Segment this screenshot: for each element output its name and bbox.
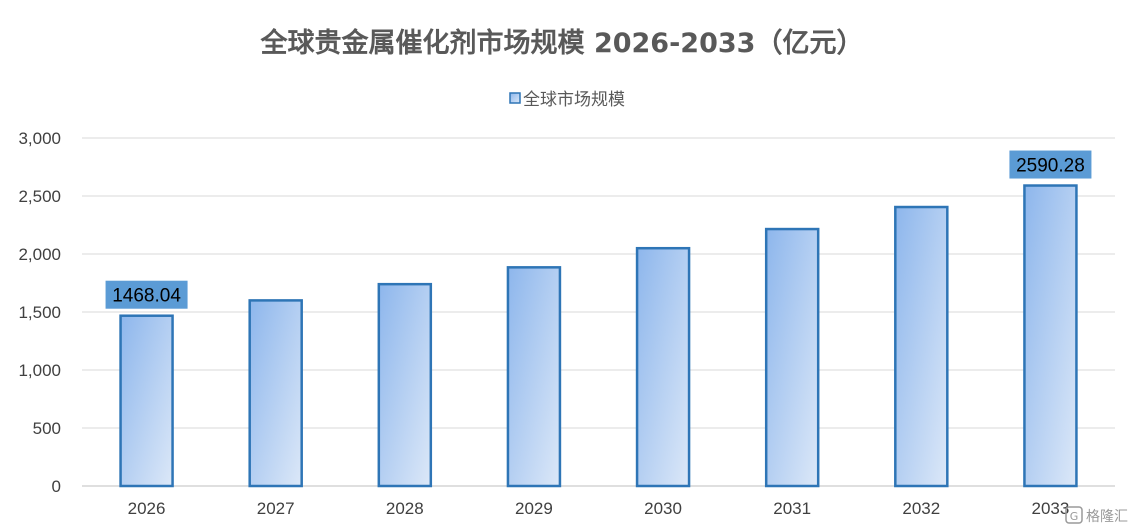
x-tick-label: 2031: [773, 499, 811, 518]
watermark-text: 格隆汇: [1086, 509, 1128, 525]
x-tick-label: 2028: [386, 499, 424, 518]
bar: [1023, 184, 1078, 488]
x-tick-label: 2033: [1032, 499, 1070, 518]
data-labels: 1468.04 2590.28: [105, 150, 1092, 309]
x-axis-ticks: 2026 2027 2028 2029 2030 2031 2032 2033: [128, 499, 1070, 518]
data-label-box: [105, 280, 188, 309]
x-tick-label: 2030: [644, 499, 682, 518]
chart-title: 全球贵金属催化剂市场规模 2026-2033（亿元）: [260, 27, 864, 59]
x-tick-label: 2027: [257, 499, 295, 518]
bars: [119, 184, 1078, 488]
y-tick-label: 2,000: [18, 245, 61, 264]
bar: [764, 227, 820, 488]
bar: [248, 299, 303, 488]
data-label: 1468.04: [112, 286, 181, 307]
bar: [377, 282, 433, 488]
y-tick-label: 1,500: [18, 303, 61, 322]
y-tick-label: 1,000: [18, 361, 61, 380]
data-label: 2590.28: [1016, 156, 1085, 177]
svg-text:G: G: [1070, 510, 1079, 523]
data-label-box: [1009, 150, 1092, 179]
y-tick-label: 500: [33, 419, 61, 438]
y-tick-label: 0: [52, 477, 61, 496]
legend-swatch: [509, 92, 521, 104]
gridlines: [82, 137, 1115, 487]
legend: 全球市场规模: [509, 90, 625, 110]
y-tick-label: 3,000: [18, 129, 61, 148]
legend-label: 全球市场规模: [523, 90, 625, 110]
y-tick-label: 2,500: [18, 187, 61, 206]
x-tick-label: 2026: [128, 499, 166, 518]
y-axis-ticks: 0 500 1,000 1,500 2,000 2,500 3,000: [18, 129, 61, 496]
bar: [894, 205, 949, 488]
watermark: G 格隆汇: [1065, 506, 1128, 525]
x-tick-label: 2029: [515, 499, 553, 518]
bar: [635, 246, 691, 488]
x-tick-label: 2032: [902, 499, 940, 518]
bar: [506, 266, 562, 488]
gelonghui-logo-icon: G: [1065, 506, 1083, 524]
bar: [119, 314, 174, 488]
